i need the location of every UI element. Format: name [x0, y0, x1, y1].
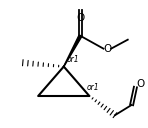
Text: O: O	[76, 13, 85, 23]
Text: or1: or1	[66, 55, 79, 64]
Polygon shape	[64, 35, 82, 67]
Text: O: O	[137, 79, 145, 89]
Text: or1: or1	[87, 83, 99, 92]
Text: O: O	[103, 44, 111, 54]
